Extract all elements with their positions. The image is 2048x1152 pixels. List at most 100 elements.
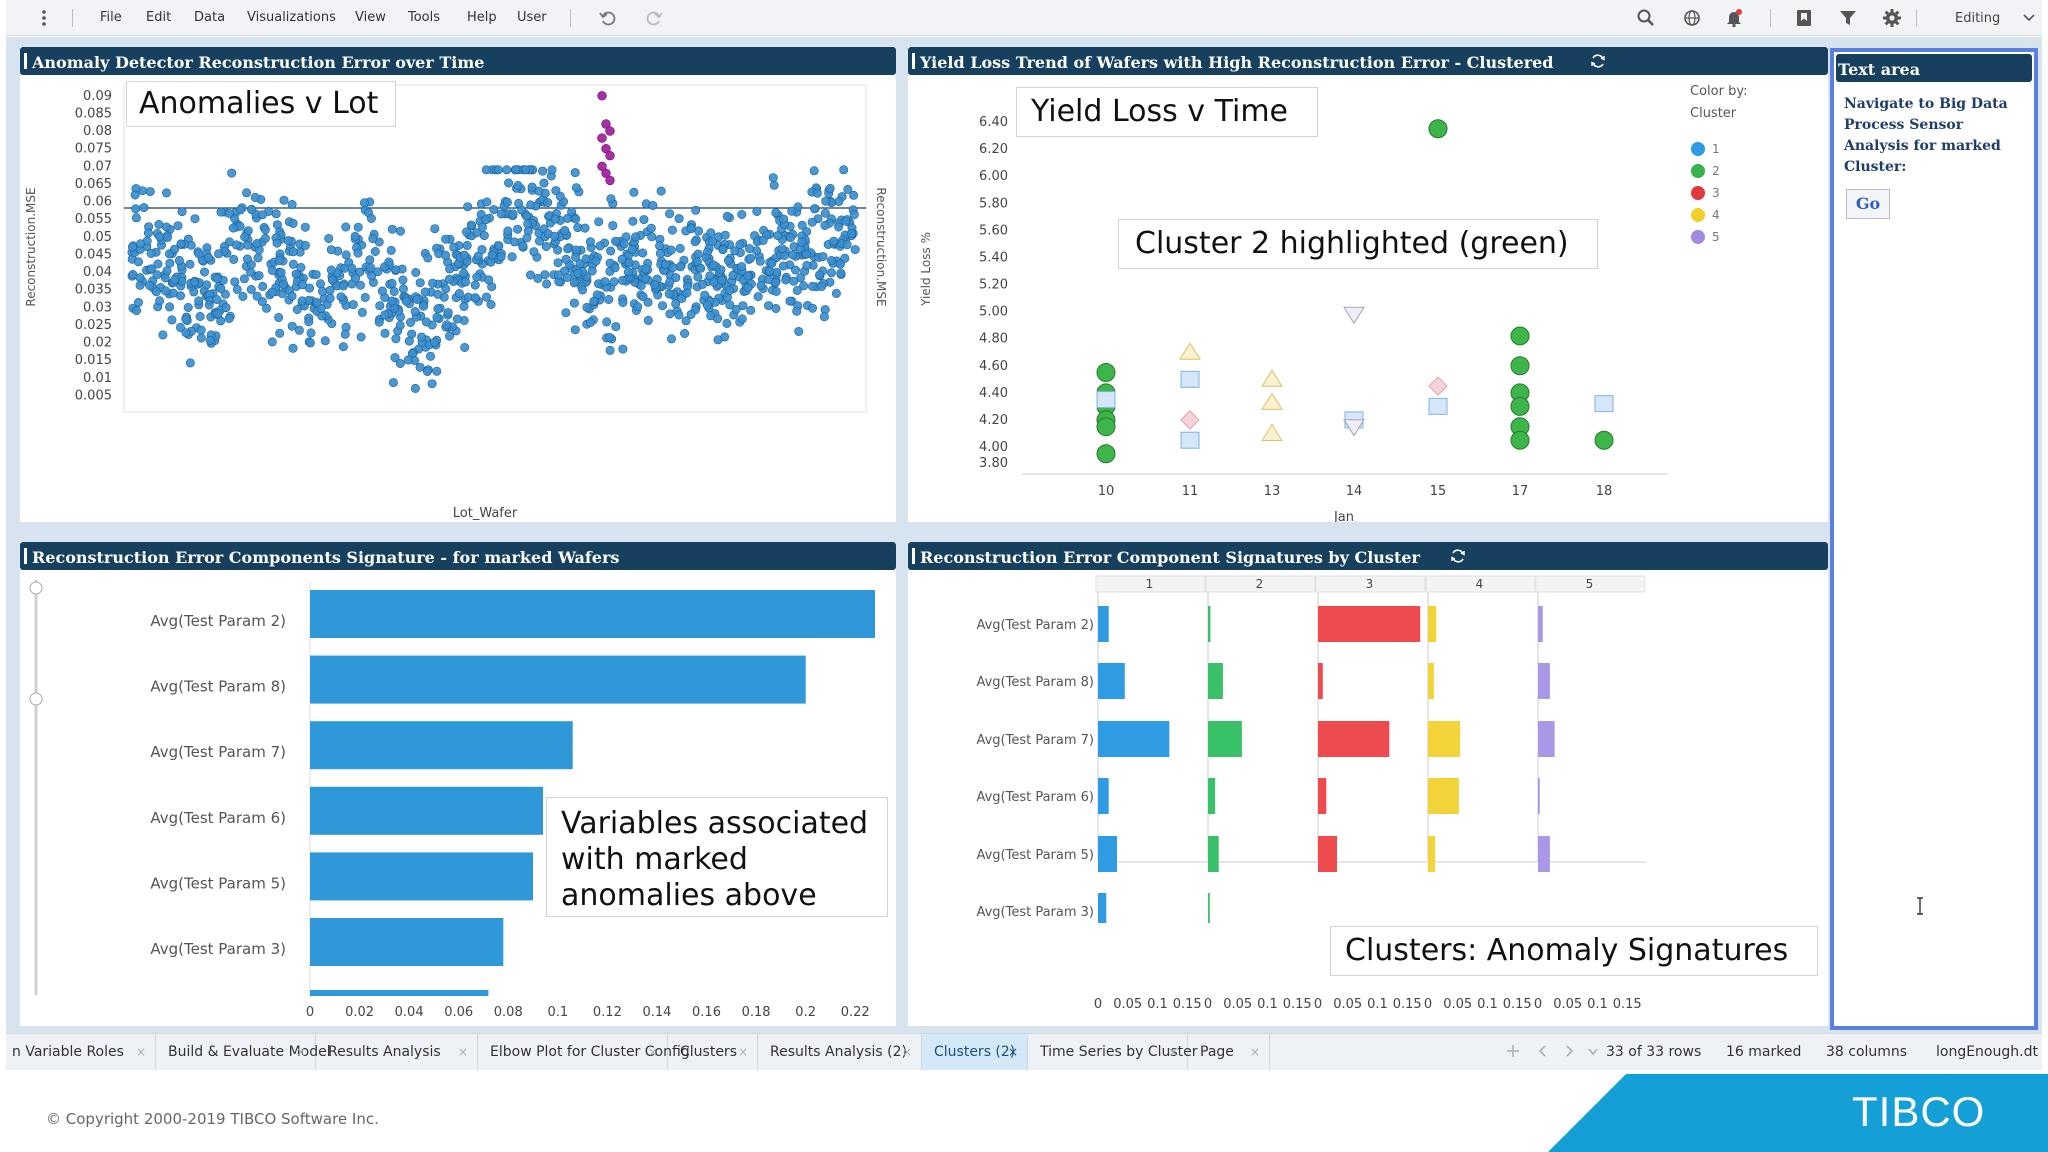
data-point[interactable] [752, 207, 762, 217]
data-point[interactable] [529, 247, 539, 257]
legend-swatch[interactable] [1691, 164, 1705, 178]
bar[interactable] [1098, 836, 1117, 872]
data-point[interactable] [167, 315, 177, 325]
data-point[interactable] [608, 221, 618, 231]
data-point[interactable] [619, 239, 629, 249]
close-tab-icon[interactable]: × [1008, 1045, 1019, 1059]
data-point[interactable] [629, 187, 639, 197]
data-point[interactable] [541, 242, 551, 252]
data-point[interactable] [606, 246, 616, 256]
data-point[interactable] [243, 240, 253, 250]
close-tab-icon[interactable]: × [1250, 1045, 1261, 1059]
data-point[interactable] [422, 366, 432, 376]
data-point[interactable] [147, 264, 157, 274]
data-point[interactable] [693, 249, 703, 259]
data-point[interactable] [737, 262, 747, 272]
data-point[interactable] [570, 168, 580, 178]
data-point[interactable] [461, 277, 471, 287]
data-point[interactable] [340, 329, 350, 339]
data-point[interactable] [820, 208, 830, 218]
data-point[interactable] [288, 343, 298, 353]
point-cluster-4[interactable] [1179, 342, 1201, 360]
data-point[interactable] [132, 306, 142, 316]
data-point[interactable] [481, 165, 491, 175]
data-point[interactable] [836, 268, 846, 278]
data-point[interactable] [398, 284, 408, 294]
data-point[interactable] [272, 220, 282, 230]
data-point[interactable] [743, 283, 753, 293]
data-point[interactable] [257, 297, 267, 307]
data-point[interactable] [675, 243, 685, 253]
chevron-down-icon[interactable] [1588, 1048, 1598, 1056]
scroll-handle-bottom[interactable] [29, 692, 43, 706]
data-point[interactable] [641, 264, 651, 274]
data-point[interactable] [513, 181, 523, 191]
bar[interactable] [310, 786, 543, 835]
data-point[interactable] [214, 249, 224, 259]
data-point[interactable] [525, 270, 535, 280]
data-point[interactable] [407, 349, 417, 359]
data-point[interactable] [690, 237, 700, 247]
bar[interactable] [1318, 778, 1327, 814]
data-point[interactable] [481, 292, 491, 302]
data-point[interactable] [386, 245, 396, 255]
data-point[interactable] [847, 229, 857, 239]
data-point[interactable] [387, 296, 397, 306]
marked-point[interactable] [601, 119, 611, 129]
point-cluster-4[interactable] [1261, 423, 1283, 441]
data-point[interactable] [387, 278, 397, 288]
data-point[interactable] [432, 312, 442, 322]
data-point[interactable] [550, 231, 560, 241]
bar[interactable] [310, 721, 573, 770]
data-point[interactable] [173, 221, 183, 231]
bar[interactable] [310, 990, 489, 996]
data-point[interactable] [789, 276, 799, 286]
data-point[interactable] [657, 301, 667, 311]
data-point[interactable] [146, 248, 156, 258]
data-point[interactable] [777, 244, 787, 254]
bar[interactable] [310, 852, 533, 901]
data-point[interactable] [317, 311, 327, 321]
data-point[interactable] [194, 249, 204, 259]
data-point[interactable] [427, 379, 437, 389]
data-point[interactable] [341, 250, 351, 260]
point-cluster-3[interactable] [1428, 376, 1448, 396]
data-point[interactable] [459, 301, 469, 311]
data-point[interactable] [200, 267, 210, 277]
data-point[interactable] [162, 232, 172, 242]
scatter-points[interactable] [1096, 119, 1614, 464]
bar[interactable] [310, 918, 504, 966]
data-point[interactable] [212, 274, 222, 284]
data-point[interactable] [507, 252, 517, 262]
data-point[interactable] [738, 301, 748, 311]
data-point[interactable] [509, 237, 519, 247]
data-point[interactable] [547, 165, 557, 175]
page-tab[interactable]: Results Analysis (2) × [758, 1034, 922, 1070]
data-point[interactable] [617, 254, 627, 264]
data-point[interactable] [753, 292, 763, 302]
data-point[interactable] [725, 285, 735, 295]
data-point[interactable] [279, 195, 289, 205]
page-tab[interactable]: Results Analysis × [316, 1034, 478, 1070]
data-point[interactable] [463, 202, 473, 212]
data-point[interactable] [671, 273, 681, 283]
data-point[interactable] [441, 250, 451, 260]
data-point[interactable] [779, 214, 789, 224]
data-point[interactable] [221, 303, 231, 313]
data-point[interactable] [610, 263, 620, 273]
data-point[interactable] [571, 183, 581, 193]
data-point[interactable] [639, 215, 649, 225]
data-point[interactable] [744, 244, 754, 254]
data-point[interactable] [298, 280, 308, 290]
data-point[interactable] [589, 296, 599, 306]
data-point[interactable] [181, 328, 191, 338]
data-point[interactable] [623, 267, 633, 277]
legend-swatch[interactable] [1691, 230, 1705, 244]
data-point[interactable] [640, 273, 650, 283]
point-cluster-3[interactable] [1180, 410, 1200, 430]
data-point[interactable] [785, 296, 795, 306]
data-point[interactable] [553, 258, 563, 268]
data-point[interactable] [807, 217, 817, 227]
data-point[interactable] [494, 241, 504, 251]
data-point[interactable] [154, 220, 164, 230]
